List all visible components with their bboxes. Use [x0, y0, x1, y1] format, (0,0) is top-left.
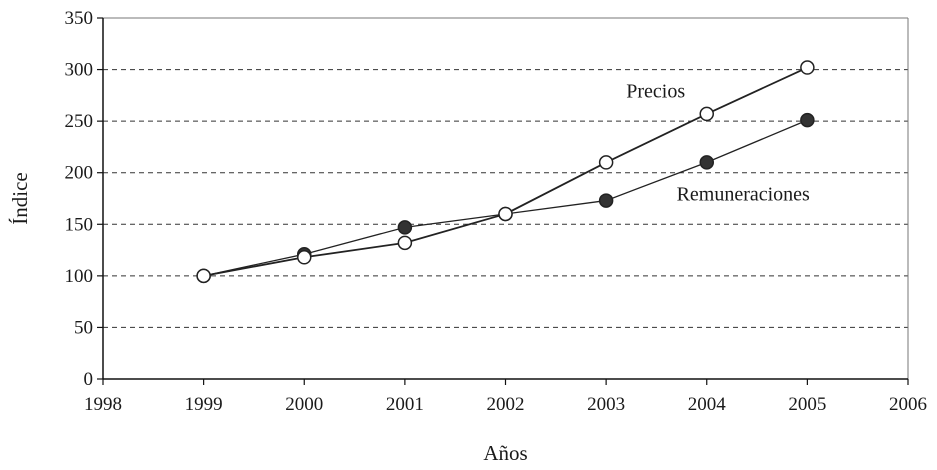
- gridlines: [103, 17, 909, 379]
- y-axis-title: Índice: [8, 172, 32, 224]
- series-label-precios: Precios: [626, 80, 685, 102]
- data-point-precios: [196, 268, 211, 284]
- data-point-precios: [598, 155, 614, 170]
- data-point-precios: [498, 206, 513, 222]
- x-tick-label: 2003: [587, 394, 625, 415]
- data-point-precios: [800, 60, 815, 75]
- data-point-precios: [297, 250, 312, 265]
- data-point-remuneraciones: [800, 112, 815, 128]
- x-tick-label: 2006: [889, 394, 927, 415]
- y-tick-label: 50: [74, 317, 93, 338]
- x-tick-label: 1998: [84, 394, 122, 415]
- y-tick-label: 250: [65, 111, 94, 132]
- x-tick-label: 2000: [285, 394, 323, 415]
- x-tick-label: 1999: [185, 394, 223, 415]
- x-tick-label: 2002: [487, 394, 525, 415]
- x-tick-label: 2005: [788, 394, 826, 415]
- ticks: 1998 1999 2000 2001 2002 2003 2004 2005 2006 0 50 1…: [65, 8, 928, 415]
- y-tick-label: 350: [65, 8, 94, 29]
- data-point-remuneraciones: [397, 220, 413, 235]
- series-label-remuneraciones: Remuneraciones: [677, 184, 810, 206]
- y-tick-label: 150: [65, 214, 94, 235]
- y-tick-label: 300: [65, 60, 94, 81]
- x-tick-label: 2001: [386, 394, 424, 415]
- series: [196, 60, 815, 284]
- y-tick-label: 100: [65, 266, 94, 287]
- data-point-precios: [699, 106, 714, 122]
- series-line-precios: [203, 66, 808, 277]
- data-point-remuneraciones: [699, 155, 714, 170]
- data-point-remuneraciones: [598, 193, 614, 208]
- y-tick-label: 0: [84, 369, 94, 390]
- y-tick-label: 200: [65, 163, 94, 184]
- x-tick-label: 2004: [688, 394, 727, 415]
- data-point-precios: [397, 235, 413, 251]
- x-axis-title: Años: [483, 441, 527, 465]
